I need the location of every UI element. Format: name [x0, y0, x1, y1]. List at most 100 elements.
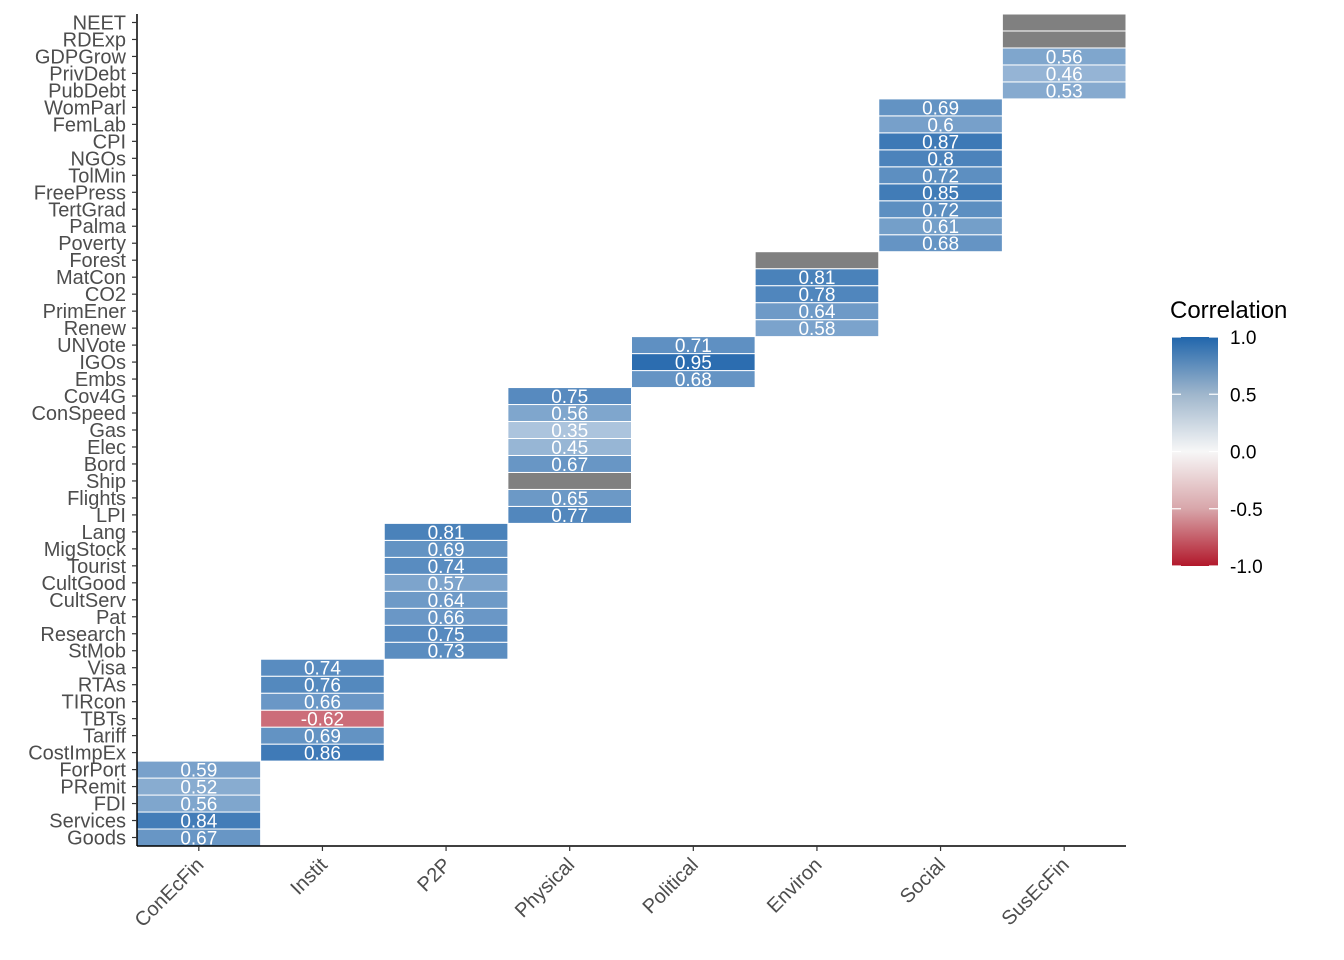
cell-value-pubdebt: 0.53 — [1046, 81, 1083, 102]
y-tick-label-co2: CO2 — [85, 284, 126, 306]
cell-value-cultserv: 0.64 — [428, 591, 465, 612]
y-tick-label-femlab: FemLab — [53, 114, 126, 136]
cell-value-elec: 0.45 — [551, 438, 588, 459]
cell-value-pat: 0.66 — [428, 608, 465, 629]
y-axis-ticks: GoodsServicesFDIPRemitForPortCostImpExTa… — [28, 12, 137, 850]
cell-value-renew: 0.58 — [798, 319, 835, 340]
y-tick-label-tertgrad: TertGrad — [48, 199, 126, 221]
cell-value-womparl: 0.69 — [922, 98, 959, 119]
heatmap-cell-forest — [754, 251, 880, 270]
y-tick-label-renew: Renew — [64, 318, 127, 340]
y-tick-label-visa: Visa — [87, 658, 126, 680]
x-tick-label-conecfin: ConEcFin — [131, 854, 209, 932]
cell-value-flights: 0.65 — [551, 489, 588, 510]
cell-value-embs: 0.68 — [675, 370, 712, 391]
cell-value-costimpex: 0.86 — [304, 744, 341, 765]
legend-tick-label: -1.0 — [1230, 557, 1263, 578]
y-tick-label-gdpgrow: GDPGrow — [35, 46, 127, 68]
cell-value-igos: 0.95 — [675, 353, 712, 374]
cell-value-primener: 0.64 — [798, 302, 835, 323]
cell-value-femlab: 0.6 — [927, 115, 953, 136]
cell-value-bord: 0.67 — [551, 455, 588, 476]
legend-tick-label: 1.0 — [1230, 328, 1256, 349]
cell-value-privdebt: 0.46 — [1046, 64, 1083, 85]
y-tick-label-lang: Lang — [82, 522, 127, 544]
y-tick-label-neet: NEET — [73, 12, 126, 34]
x-tick-label-instit: Instit — [287, 854, 333, 900]
y-tick-label-embs: Embs — [75, 369, 126, 391]
legend-title: Correlation — [1170, 297, 1287, 324]
cell-value-research: 0.75 — [428, 625, 465, 646]
y-tick-label-cultserv: CultServ — [49, 590, 126, 612]
y-tick-label-rdexp: RDExp — [63, 29, 126, 51]
y-tick-label-matcon: MatCon — [56, 267, 126, 289]
legend-tick-label: 0.0 — [1230, 443, 1256, 464]
heatmap-cell-cov4g — [507, 387, 632, 406]
heatmap-cell-neet — [1001, 13, 1127, 32]
cell-value-lpi: 0.77 — [551, 506, 588, 527]
x-tick-label-social: Social — [896, 854, 950, 908]
cell-value-tircon: 0.66 — [304, 693, 341, 714]
cell-value-cov4g: 0.75 — [551, 387, 588, 408]
cell-value-stmob: 0.73 — [428, 642, 465, 663]
cell-value-poverty: 0.68 — [922, 234, 959, 255]
y-tick-label-conspeed: ConSpeed — [31, 403, 126, 425]
cell-value-matcon: 0.81 — [798, 268, 835, 289]
y-tick-label-tariff: Tariff — [83, 726, 126, 748]
cell-value-ngos: 0.8 — [927, 149, 953, 170]
y-tick-label-cpi: CPI — [93, 131, 126, 153]
cell-value-cpi: 0.87 — [922, 132, 959, 153]
legend-tick-label: 0.5 — [1230, 385, 1256, 406]
legend: Correlation 1.0 0.5 0.0 -0.5 -1.0 — [1170, 297, 1287, 578]
y-tick-label-privdebt: PrivDebt — [49, 63, 126, 85]
y-tick-label-primener: PrimEner — [43, 301, 127, 323]
x-tick-label-p2p: P2P — [413, 854, 455, 896]
y-tick-label-womparl: WomParl — [44, 97, 126, 119]
cell-value-tourist: 0.74 — [428, 557, 465, 578]
cell-value-conspeed: 0.56 — [551, 404, 588, 425]
legend-tick-label: -0.5 — [1230, 500, 1263, 521]
heatmap-cell-visa — [260, 658, 385, 677]
y-tick-label-poverty: Poverty — [58, 233, 126, 255]
y-tick-label-cultgood: CultGood — [42, 573, 127, 595]
y-tick-label-flights: Flights — [67, 488, 126, 510]
y-tick-label-ngos: NGOs — [70, 148, 126, 170]
y-tick-label-stmob: StMob — [68, 641, 126, 663]
y-tick-label-tircon: TIRcon — [62, 692, 126, 714]
cell-value-rtas: 0.76 — [304, 676, 341, 697]
y-tick-label-bord: Bord — [84, 454, 126, 476]
cell-value-tolmin: 0.72 — [922, 166, 959, 187]
x-tick-label-susecfin: SusEcFin — [998, 854, 1074, 930]
y-tick-label-freepress: FreePress — [34, 182, 126, 204]
cell-value-goods: 0.67 — [180, 829, 217, 850]
y-tick-label-tourist: Tourist — [67, 556, 126, 578]
y-tick-label-lpi: LPI — [96, 505, 126, 527]
y-tick-label-pat: Pat — [96, 607, 126, 629]
cell-value-migstock: 0.69 — [428, 540, 465, 561]
y-tick-label-costimpex: CostImpEx — [28, 743, 126, 765]
cell-value-visa: 0.74 — [304, 659, 341, 680]
y-tick-label-services: Services — [49, 811, 126, 833]
cell-value-premit: 0.52 — [180, 778, 217, 799]
y-tick-label-premit: PRemit — [60, 777, 126, 799]
heatmap-cell-lang — [383, 522, 509, 541]
heatmap-cell-unvote — [631, 336, 756, 355]
cell-value-tbts: -0.62 — [301, 710, 344, 731]
cell-value-unvote: 0.71 — [675, 336, 712, 357]
y-tick-label-forest: Forest — [69, 250, 126, 272]
y-tick-label-igos: IGOs — [79, 352, 126, 374]
x-tick-label-political: Political — [639, 854, 703, 918]
y-tick-label-fdi: FDI — [94, 794, 126, 816]
y-tick-label-unvote: UNVote — [57, 335, 126, 357]
y-tick-label-tolmin: TolMin — [68, 165, 126, 187]
y-tick-label-forport: ForPort — [59, 760, 126, 782]
y-tick-label-research: Research — [40, 624, 126, 646]
cell-value-fdi: 0.56 — [180, 795, 217, 816]
y-tick-label-palma: Palma — [69, 216, 127, 238]
y-tick-label-rtas: RTAs — [78, 675, 126, 697]
y-tick-label-migstock: MigStock — [44, 539, 127, 561]
x-tick-label-environ: Environ — [763, 854, 827, 918]
heatmap-cell-womparl — [878, 98, 1003, 117]
cell-value-services: 0.84 — [180, 812, 217, 833]
